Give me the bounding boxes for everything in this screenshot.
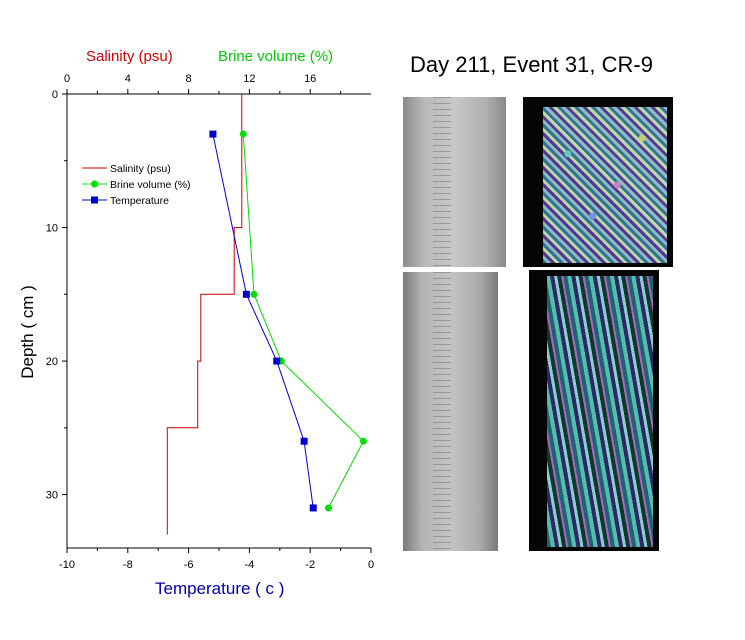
- x-top-tick-label: 0: [64, 73, 70, 85]
- brine-point: [250, 290, 258, 298]
- thin-section-bottom: [529, 270, 659, 551]
- temperature-point: [209, 130, 217, 138]
- brine-point: [324, 504, 332, 512]
- figure-title: Day 211, Event 31, CR-9: [410, 52, 653, 77]
- x-bottom-tick-label: 0: [368, 559, 374, 571]
- salinity-axis-title: Salinity (psu): [86, 48, 173, 65]
- x-top-tick-label: 16: [304, 73, 316, 85]
- x-top-tick-label: 12: [243, 73, 255, 85]
- x-top-tick-label: 4: [125, 73, 131, 85]
- legend-marker: [91, 180, 98, 188]
- legend-label: Salinity (psu): [110, 163, 171, 175]
- core-photo-top: [403, 97, 506, 267]
- temperature-point: [300, 437, 308, 445]
- series-line-salinity-psu: [166, 94, 243, 535]
- series-line-temperature: [212, 133, 314, 508]
- thin-section-top: [523, 97, 673, 267]
- x-bottom-tick-label: -6: [184, 559, 194, 571]
- brine-axis-title: Brine volume (%): [218, 48, 334, 65]
- x-bottom-tick-label: -4: [245, 559, 255, 571]
- legend-label: Brine volume (%): [110, 179, 191, 191]
- y-tick-label: 10: [46, 223, 58, 235]
- temperature-point: [309, 504, 317, 512]
- x-axis-label: Temperature ( c ): [155, 579, 285, 598]
- y-tick-label: 20: [46, 356, 58, 368]
- crystal-texture-bottom: [547, 276, 653, 547]
- temperature-point: [273, 357, 281, 365]
- legend-label: Temperature: [110, 195, 169, 207]
- core-photo-bottom: [403, 272, 498, 551]
- y-axis-label: Depth ( cm ): [18, 285, 37, 379]
- brine-point: [359, 437, 367, 445]
- legend-marker: [91, 196, 98, 204]
- ruler-bottom: [433, 272, 451, 551]
- ruler-top: [433, 97, 451, 267]
- x-bottom-tick-label: -8: [123, 559, 133, 571]
- crystal-texture-top: [543, 107, 667, 263]
- x-bottom-tick-label: -10: [59, 559, 75, 571]
- x-top-tick-label: 8: [186, 73, 192, 85]
- x-bottom-tick-label: -2: [305, 559, 315, 571]
- series-line-brine-volume: [242, 134, 365, 509]
- brine-point: [239, 130, 247, 138]
- y-tick-label: 30: [46, 490, 58, 502]
- temperature-point: [242, 290, 250, 298]
- y-tick-label: 0: [52, 89, 58, 101]
